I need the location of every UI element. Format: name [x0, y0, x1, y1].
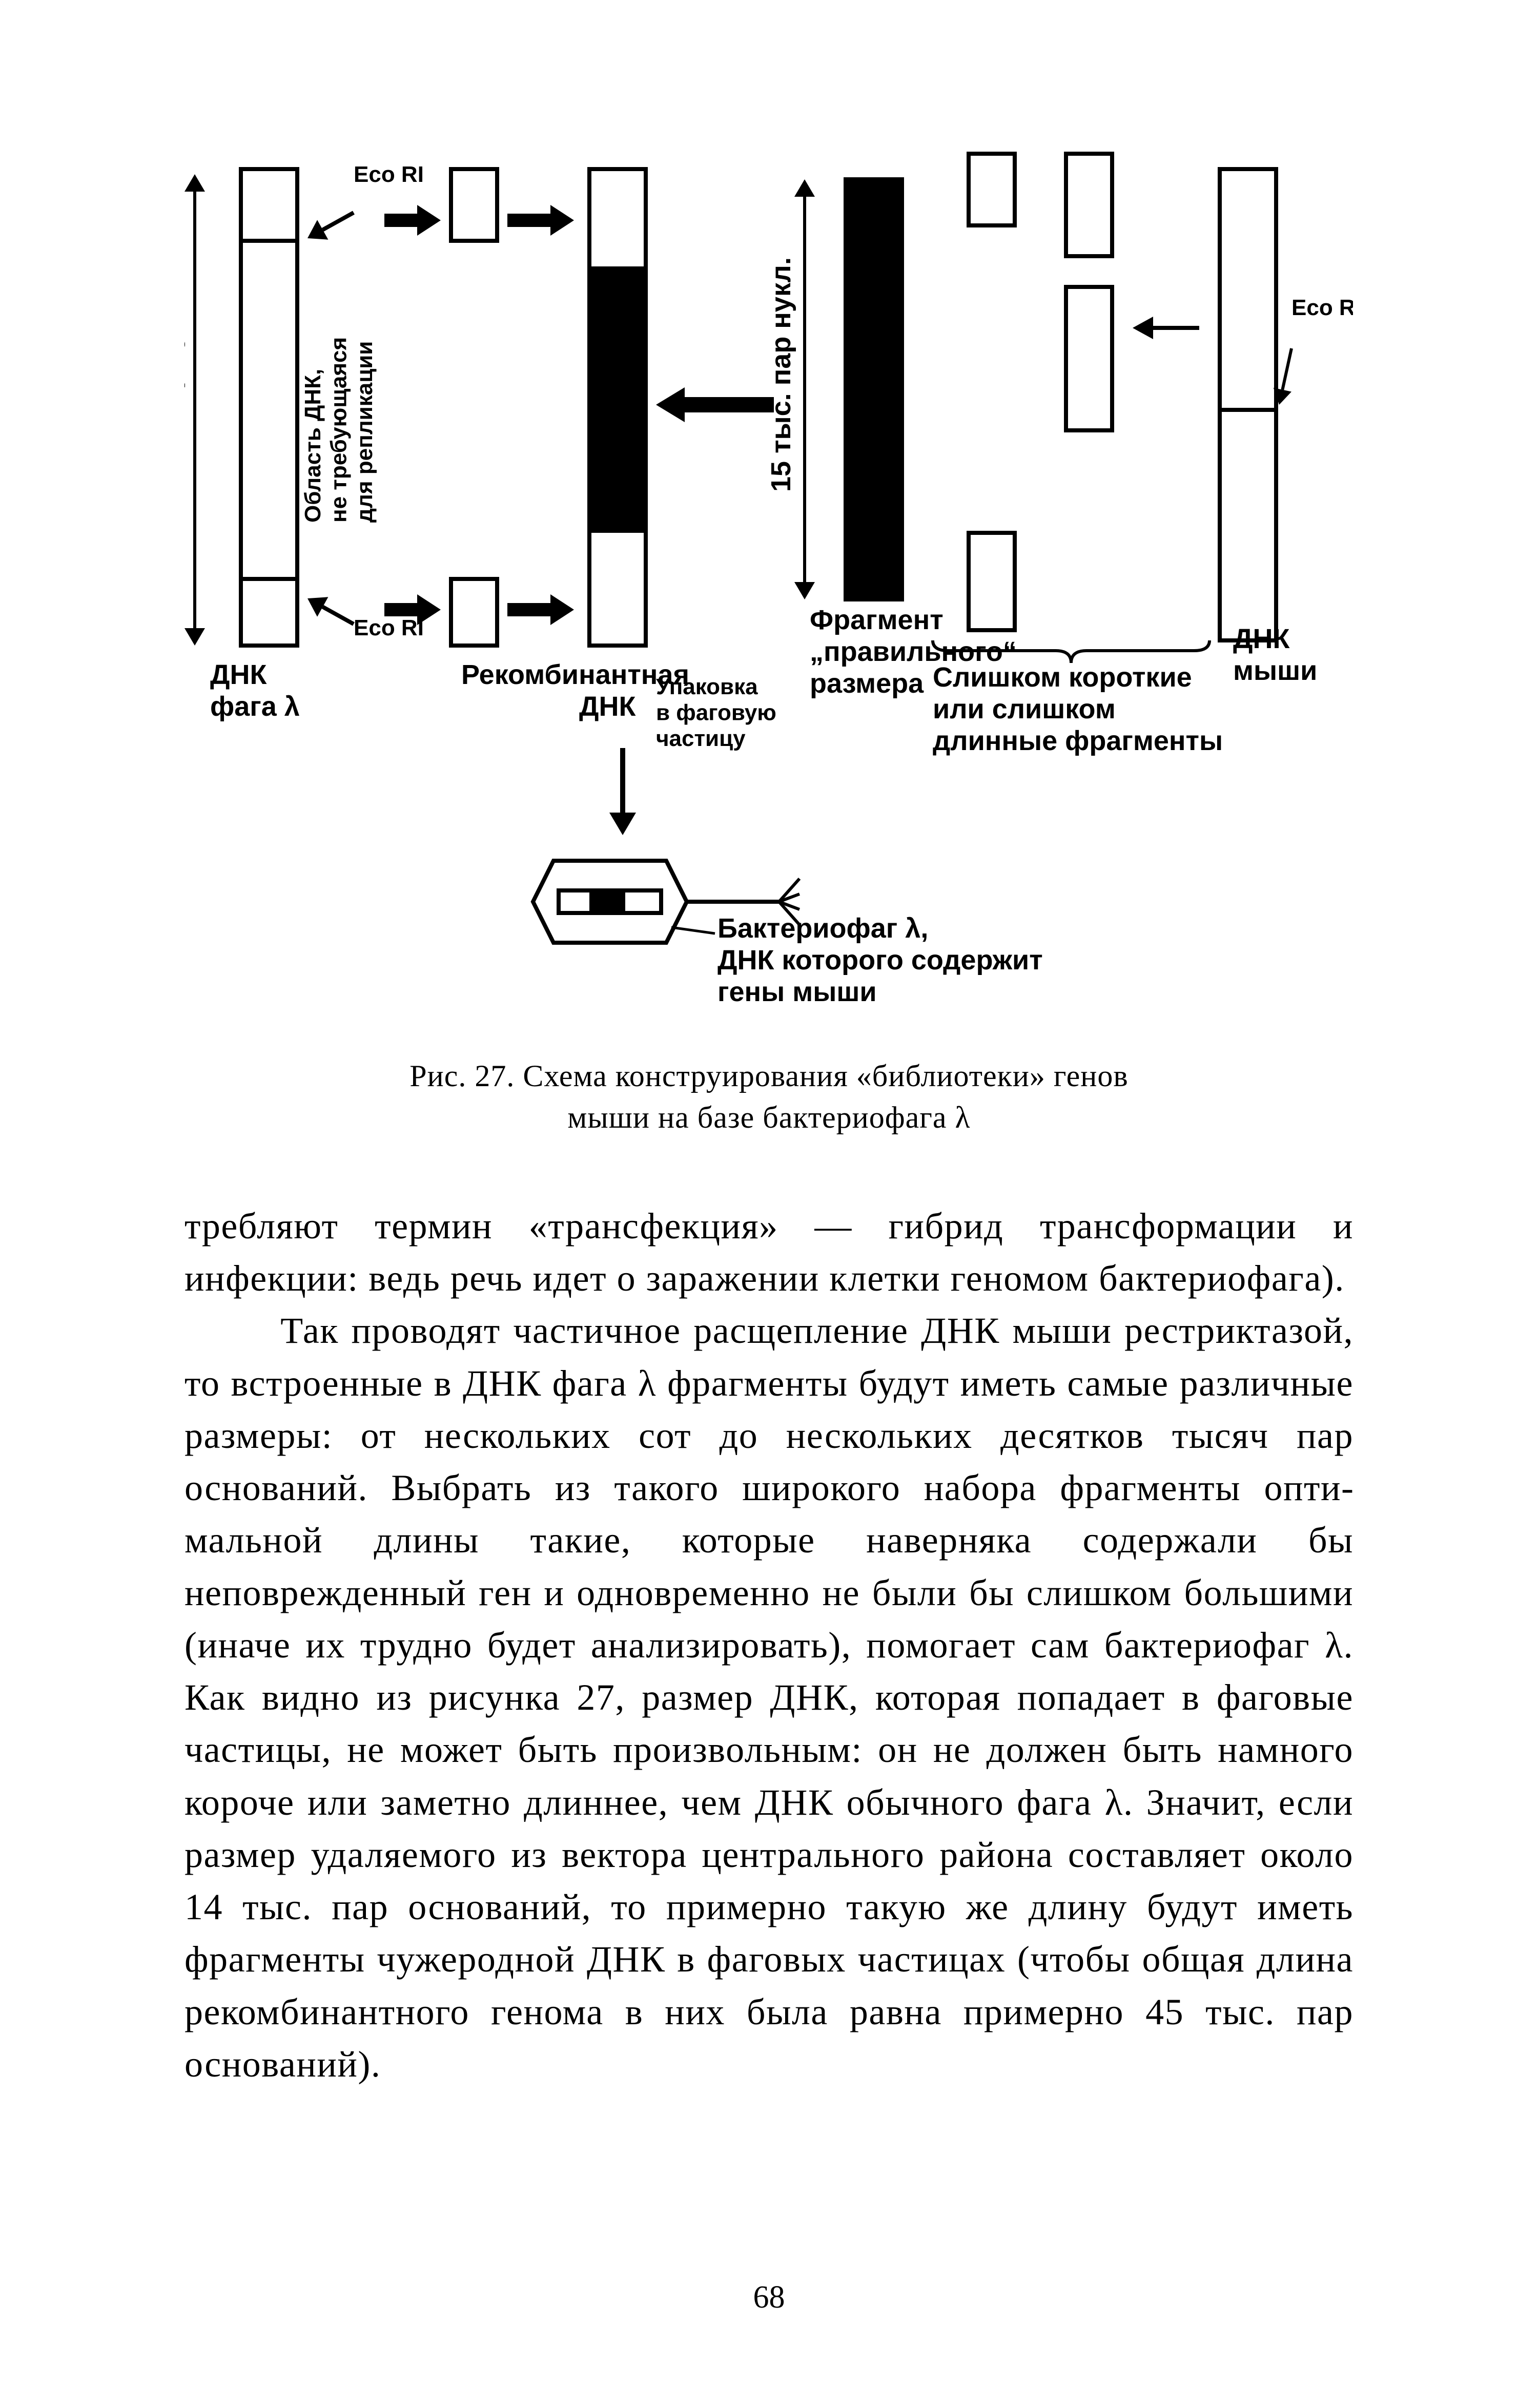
svg-text:Eco RI: Eco RI — [1291, 295, 1353, 320]
figure-svg: 45 тыс. пар нукл. Eco RI Eco RI Область ДНК… — [184, 133, 1353, 1035]
svg-text:Бактериофаг λ,ДНК которого сод: Бактериофаг λ,ДНК которого содержитгены … — [717, 913, 1043, 1007]
caption-line-2: мыши на базе бактериофага λ — [567, 1101, 970, 1134]
figure-27: 45 тыс. пар нукл. Eco RI Eco RI Область ДНК… — [184, 133, 1354, 1035]
svg-text:Рекомбинантная: Рекомбинантная — [461, 659, 689, 690]
svg-text:15 тыс. пар нукл.: 15 тыс. пар нукл. — [766, 257, 796, 492]
paragraph-2: Так проводят частичное расщепление ДНК м… — [184, 1304, 1354, 2090]
svg-text:ДНК: ДНК — [579, 691, 636, 722]
paragraph-1: требляют термин «трансфекция» — гибрид т… — [184, 1200, 1354, 1304]
page: 45 тыс. пар нукл. Eco RI Eco RI Область ДНК… — [0, 0, 1538, 2408]
svg-text:Eco RI: Eco RI — [354, 615, 424, 640]
figure-caption: Рис. 27. Схема конструирования «библиоте… — [184, 1055, 1354, 1138]
svg-text:ДНКфага λ: ДНКфага λ — [210, 659, 300, 722]
svg-text:Область ДНК,не требующаясядля: Область ДНК,не требующаясядля репликации — [300, 337, 377, 523]
svg-text:ДНКмыши: ДНКмыши — [1233, 624, 1317, 686]
svg-text:Eco RI: Eco RI — [354, 162, 424, 187]
svg-text:Слишком короткиеили слишкомдли: Слишком короткиеили слишкомдлинные фрагм… — [933, 662, 1223, 756]
svg-text:Упаковкав фаговуючастицу: Упаковкав фаговуючастицу — [656, 674, 776, 751]
caption-line-1: Рис. 27. Схема конструирования «библиоте… — [409, 1059, 1129, 1093]
svg-text:45 тыс. пар нукл.: 45 тыс. пар нукл. — [184, 293, 186, 528]
body-text: требляют термин «трансфекция» — гибрид т… — [184, 1200, 1354, 2090]
page-number: 68 — [0, 2279, 1538, 2316]
